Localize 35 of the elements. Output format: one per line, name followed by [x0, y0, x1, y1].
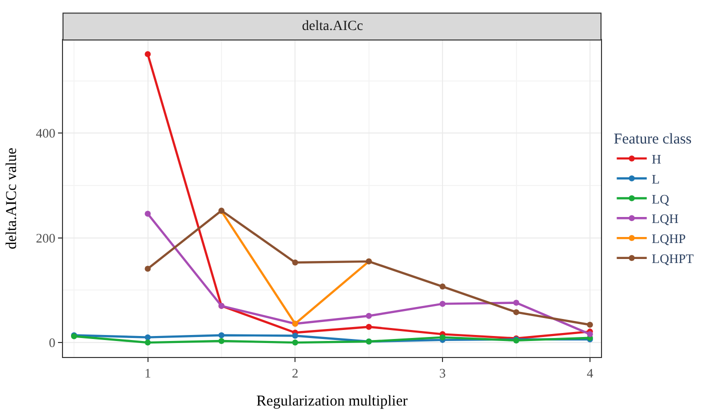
legend-title: Feature class [614, 132, 692, 148]
point [586, 331, 593, 338]
y-tick-label: 400 [36, 126, 56, 141]
point [144, 51, 151, 58]
chart-title: delta.AICc [302, 19, 364, 34]
point [218, 332, 224, 338]
point [440, 334, 446, 340]
legend-label: H [652, 152, 662, 167]
point [586, 322, 593, 328]
legend-label: LQHP [652, 231, 686, 246]
point [513, 300, 520, 306]
point [292, 332, 298, 339]
point [366, 312, 372, 319]
point [144, 266, 151, 272]
point [292, 259, 298, 266]
y-tick-label: 0 [48, 335, 56, 350]
point [144, 210, 151, 217]
point [292, 340, 298, 346]
point [513, 309, 520, 316]
point [366, 324, 372, 330]
legend-label: L [652, 171, 660, 186]
point [144, 340, 151, 346]
point [440, 300, 446, 307]
legend-label: LQH [652, 211, 678, 226]
point [440, 284, 446, 290]
y-axis-title: delta.AICc value [4, 147, 20, 250]
legend-label: LQHPT [652, 251, 694, 266]
x-axis-title: Regularization multiplier [256, 394, 408, 410]
y-tick-label: 200 [36, 230, 56, 246]
x-tick-label: 2 [292, 366, 298, 381]
x-tick-label: 4 [586, 366, 594, 381]
point [218, 338, 224, 344]
x-tick-label: 3 [439, 366, 446, 381]
x-tick-label: 1 [144, 366, 151, 381]
legend-label: LQ [652, 191, 670, 206]
